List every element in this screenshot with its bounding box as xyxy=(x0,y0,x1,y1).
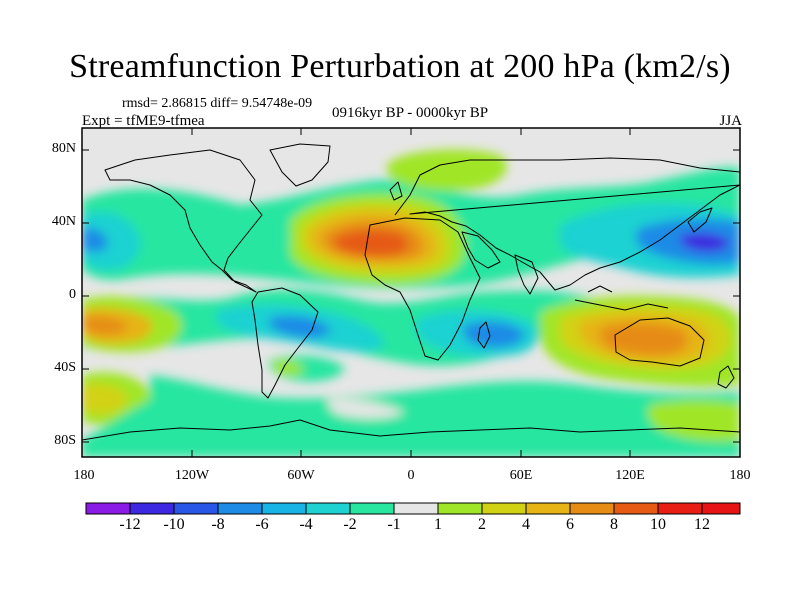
colorbar-box-5 xyxy=(261,502,307,515)
contour-yellow-sh-west-low xyxy=(82,383,128,415)
colorbar-label: -10 xyxy=(163,516,185,533)
x-tick-0: 0 xyxy=(407,468,415,483)
colorbar-box-9 xyxy=(437,502,483,515)
coast-new-zealand xyxy=(717,365,735,389)
colorbar-box-12 xyxy=(569,502,615,515)
colorbar-label: -1 xyxy=(387,516,401,533)
y-tick-80n: 80N xyxy=(51,141,76,156)
colorbar-label: 2 xyxy=(478,516,486,533)
contour-lime-antarctic-east xyxy=(647,400,740,442)
contour-cyan-nh-west xyxy=(82,211,141,271)
y-tick-0: 0 xyxy=(69,287,76,302)
colorbar-box-1 xyxy=(85,502,131,515)
field-layer xyxy=(82,128,740,457)
experiment-label: Expt = tfME9-tfmea xyxy=(82,113,205,129)
x-tick-60e: 60E xyxy=(509,468,533,483)
colorbar-label: -8 xyxy=(211,516,225,533)
x-tick-180e: 180 xyxy=(729,468,751,483)
coast-south-america xyxy=(251,287,319,399)
colorbar-box-10 xyxy=(481,502,527,515)
coastlines xyxy=(82,143,740,441)
colorbar-label: -2 xyxy=(343,516,357,533)
colorbar-box-15 xyxy=(701,502,741,515)
contour-green-antarctic xyxy=(82,375,740,457)
coast-greenland xyxy=(269,143,331,187)
stats-text: rmsd= 2.86815 diff= 9.54748e-09 xyxy=(122,96,313,111)
x-tick-120w: 120W xyxy=(174,468,210,483)
axis-ticks xyxy=(82,128,740,457)
coast-arabia xyxy=(461,231,501,269)
y-tick-40s: 40S xyxy=(54,360,76,375)
season-label: JJA xyxy=(719,113,742,129)
colorbar-label: 10 xyxy=(650,516,666,533)
coast-madagascar xyxy=(477,321,491,349)
colorbar-box-7 xyxy=(349,502,395,515)
contour-darkblue-nh-east xyxy=(679,233,730,252)
colorbar-box-11 xyxy=(525,502,571,515)
coast-india xyxy=(514,254,539,295)
colorbar-box-13 xyxy=(613,502,659,515)
coast-uk xyxy=(389,181,403,201)
contour-blue-sh-central xyxy=(268,315,332,339)
colorbar-label: 4 xyxy=(522,516,530,533)
contour-blue-nh-west xyxy=(82,227,108,252)
colorbar-label: 1 xyxy=(434,516,442,533)
colorbar-label: -12 xyxy=(119,516,141,533)
colorbar-label: 12 xyxy=(694,516,710,533)
colorbar-box-6 xyxy=(305,502,351,515)
coast-africa xyxy=(364,217,481,361)
colorbar-box-2 xyxy=(129,502,175,515)
x-tick-120e: 120E xyxy=(615,468,645,483)
contour-grey-antarctic-gap xyxy=(328,399,405,419)
contour-orange-sh-west xyxy=(82,316,128,335)
colorbar-label: 6 xyxy=(566,516,574,533)
colorbar-box-4 xyxy=(217,502,263,515)
coast-north-america xyxy=(104,149,263,293)
coast-eurasia xyxy=(394,157,740,291)
colorbar-box-3 xyxy=(173,502,219,515)
colorbar xyxy=(85,502,741,515)
coast-antarctica xyxy=(82,419,740,441)
colorbar-label: -4 xyxy=(299,516,313,533)
x-tick-180w: 180 xyxy=(73,468,95,483)
chart-title: Streamfunction Perturbation at 200 hPa (… xyxy=(69,48,731,85)
colorbar-label: 8 xyxy=(610,516,618,533)
y-tick-40n: 40N xyxy=(51,214,76,229)
coast-australia xyxy=(614,317,705,367)
colorbar-box-8 xyxy=(393,502,439,515)
x-tick-60w: 60W xyxy=(287,468,315,483)
period-label: 0916kyr BP - 0000kyr BP xyxy=(331,105,489,121)
y-tick-80s: 80S xyxy=(54,433,76,448)
coast-japan xyxy=(687,207,713,233)
coast-indonesia xyxy=(574,285,669,311)
contour-lime-brazil-coast xyxy=(272,360,305,375)
colorbar-label: -6 xyxy=(255,516,269,533)
contour-fills xyxy=(82,149,740,457)
contour-red-atlantic xyxy=(334,229,409,257)
colorbar-box-14 xyxy=(657,502,703,515)
